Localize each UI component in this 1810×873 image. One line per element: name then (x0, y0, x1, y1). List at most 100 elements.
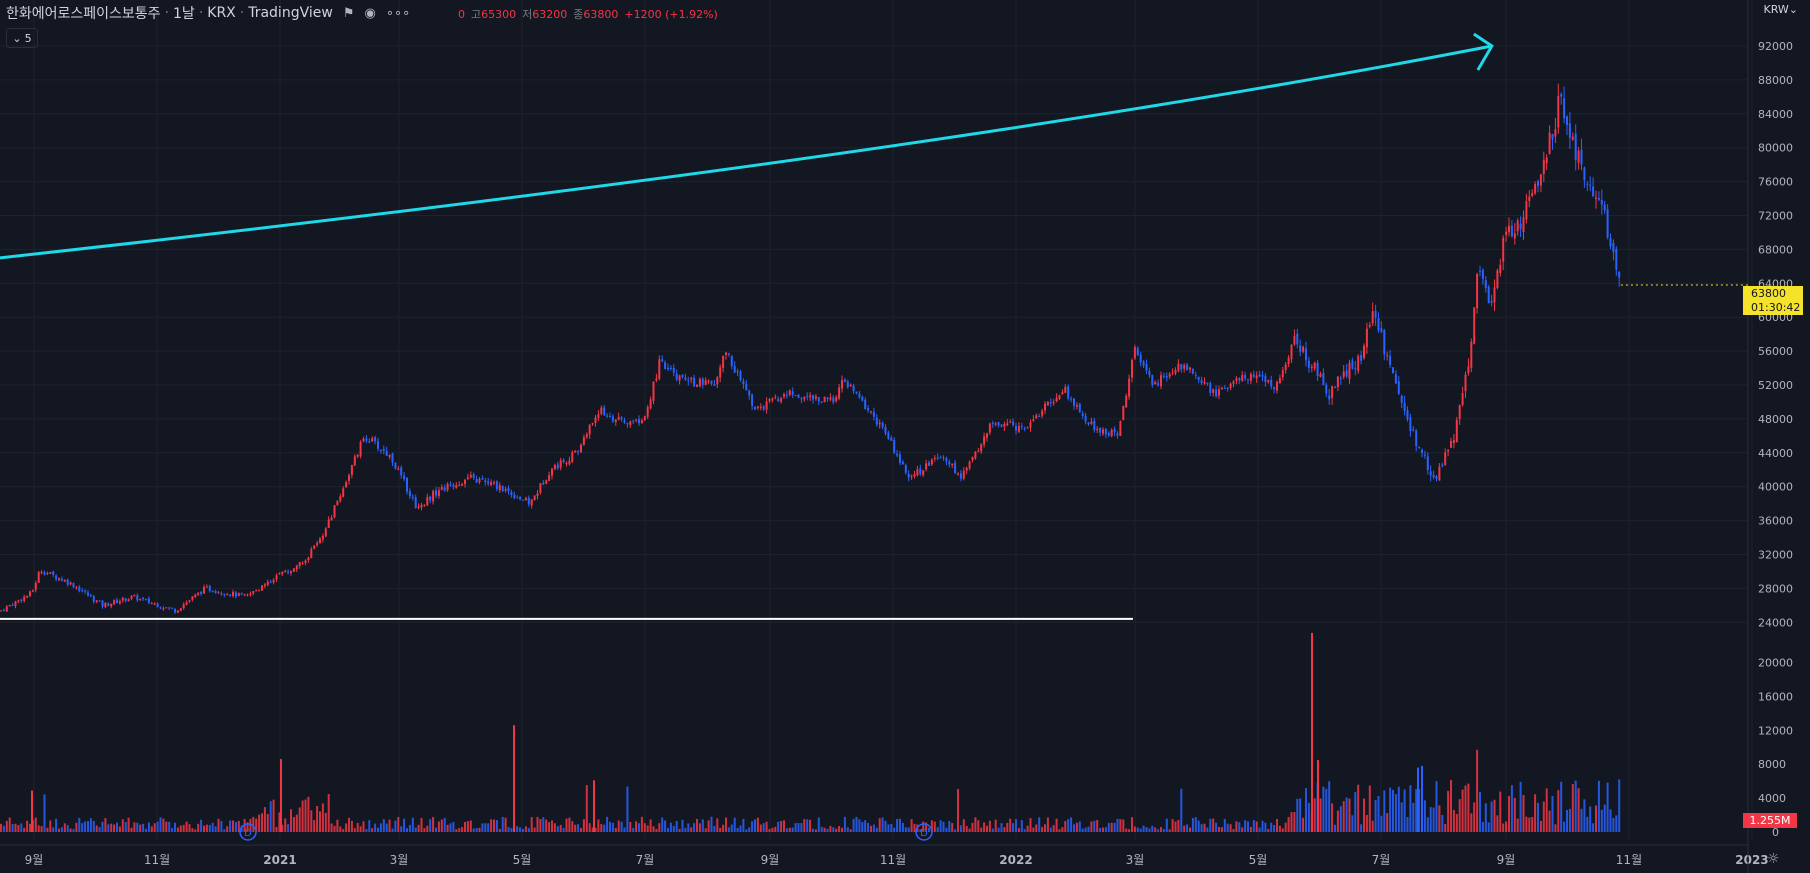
volume-bar (63, 823, 66, 832)
volume-bar (687, 823, 690, 832)
volume-bar (1154, 827, 1157, 832)
candle-body (754, 406, 756, 410)
candle-body (551, 468, 553, 476)
candle-body (846, 381, 849, 388)
symbol-name[interactable]: 한화에어로스페이스보통주 (6, 6, 161, 22)
volume-bar (75, 822, 78, 832)
volume-bar (785, 828, 788, 832)
candle-body (1551, 134, 1554, 140)
volume-bar (458, 828, 461, 832)
gear-icon[interactable]: ☼ (1767, 851, 1780, 867)
volume-bar (504, 817, 507, 832)
volume-spike-bar (513, 725, 515, 832)
volume-bar (29, 823, 31, 832)
volume-bar (1473, 802, 1476, 832)
volume-bar (249, 818, 252, 832)
candle-body (991, 423, 994, 425)
candle-body (594, 417, 597, 423)
volume-bar (742, 818, 745, 832)
volume-bar (72, 829, 75, 832)
candle-body (443, 487, 446, 491)
volume-bar (643, 823, 646, 832)
candle-body (896, 453, 899, 456)
candle-body (1119, 421, 1122, 437)
eye-icon[interactable]: ◉ (364, 5, 376, 21)
candle-body (1316, 362, 1319, 377)
volume-bar (455, 829, 458, 832)
candle-body (1177, 363, 1180, 371)
indicator-collapse-button[interactable]: ⌄ 5 (6, 28, 38, 48)
volume-bar (1099, 827, 1102, 832)
candle-body (1467, 366, 1470, 374)
volume-bar (98, 827, 101, 832)
candle-body (910, 475, 913, 477)
volume-bar (539, 819, 542, 832)
candle-body (1305, 348, 1307, 361)
interval-label[interactable]: 1날 (173, 6, 195, 22)
volume-bar (667, 827, 669, 832)
volume-bar (1600, 809, 1603, 832)
volume-bar (142, 823, 145, 832)
candle-body (8, 605, 11, 607)
candle-body (1568, 123, 1571, 138)
volume-bar (562, 828, 565, 832)
volume-bar (939, 820, 942, 832)
candle-body (788, 390, 791, 395)
candle-body (1189, 367, 1191, 370)
candle-body (1226, 387, 1229, 389)
volume-axis-label: 4000 (1758, 792, 1786, 805)
volume-bar (481, 823, 484, 832)
candle-body (620, 417, 623, 420)
candle-body (1368, 324, 1371, 327)
volume-bar (806, 819, 809, 832)
symbol-legend[interactable]: 한화에어로스페이스보통주 · 1날 · KRX · TradingView ⚑ … (6, 3, 410, 23)
candle-body (466, 477, 469, 479)
candle-body (394, 462, 397, 469)
candle-body (330, 517, 333, 521)
more-dots-icon[interactable]: ∘∘∘ (385, 5, 411, 21)
candle-body (1513, 233, 1516, 239)
volume-bar (58, 828, 60, 832)
volume-bar (1516, 818, 1519, 832)
candle-body (321, 535, 324, 540)
volume-bar (1522, 795, 1525, 832)
volume-bar (577, 824, 580, 832)
candle-body (197, 592, 200, 595)
volume-bar (1084, 827, 1087, 832)
volume-bar (1023, 829, 1026, 832)
volume-bar (1548, 810, 1551, 832)
volume-bar (292, 817, 295, 832)
volume-bar (551, 820, 553, 832)
candle-body (359, 441, 362, 457)
volume-bar (814, 829, 817, 832)
candle-body (95, 600, 98, 602)
volume-bar (52, 827, 55, 832)
candle-body (875, 417, 878, 425)
candle-body (165, 607, 168, 609)
candle-body (835, 396, 838, 402)
candle-body (1389, 355, 1392, 365)
volume-bar (1229, 824, 1232, 832)
candle-body (1531, 193, 1534, 197)
candle-body (655, 378, 658, 381)
candle-body (957, 473, 959, 475)
volume-bar (145, 828, 147, 832)
candle-body (1017, 426, 1020, 432)
flag-icon[interactable]: ⚑ (342, 5, 355, 21)
volume-bar (156, 821, 159, 832)
volume-bar (1284, 822, 1287, 832)
candle-body (977, 451, 980, 453)
indicator-count: 5 (24, 31, 32, 45)
candle-body (800, 398, 803, 400)
volume-bar (896, 818, 899, 832)
candle-body (507, 488, 510, 492)
volume-bar (739, 825, 742, 832)
volume-bar (1328, 781, 1331, 832)
price-axis-label: 44000 (1758, 447, 1793, 460)
currency-selector[interactable]: KRW⌄ (1763, 3, 1798, 16)
volume-bar (765, 821, 768, 832)
volume-bar (1508, 795, 1510, 832)
candle-body (1339, 378, 1342, 380)
